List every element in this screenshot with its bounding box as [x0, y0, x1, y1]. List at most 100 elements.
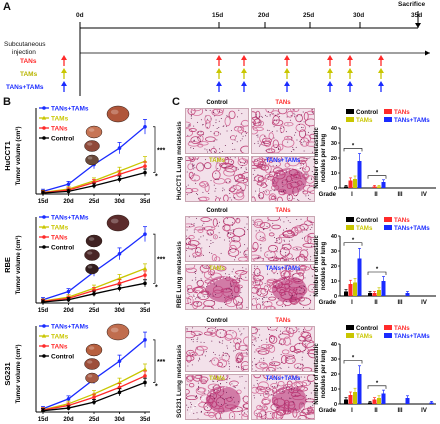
nucleus [305, 172, 307, 174]
nucleus [215, 195, 217, 197]
nucleus [292, 401, 294, 403]
nucleus [201, 354, 203, 356]
alveolus [252, 280, 264, 287]
nucleus [272, 395, 274, 397]
nucleus [244, 170, 246, 172]
nucleus [290, 343, 292, 345]
c-legend-label-2-0: Control [356, 325, 378, 332]
group-label-tans: TANs [20, 58, 37, 65]
tumor-highlight-0-1 [88, 128, 95, 132]
nucleus [223, 239, 225, 241]
nucleus [219, 336, 221, 338]
nucleus [223, 189, 225, 191]
nucleus [239, 251, 241, 253]
nucleus [303, 330, 305, 332]
b-legend-marker-2-0 [42, 324, 46, 328]
nucleus [191, 404, 193, 406]
nucleus [245, 276, 247, 278]
nucleus [300, 403, 302, 405]
nucleus [288, 240, 290, 242]
histology-texture [186, 157, 248, 201]
b-point-1-3-0 [41, 300, 45, 304]
alveolus [230, 184, 243, 195]
b-cell-label-2: SG231 [3, 362, 12, 385]
c-grade-0-1: II [374, 192, 378, 198]
alveolus [261, 157, 272, 160]
nucleus [270, 251, 272, 253]
nucleus [229, 197, 231, 199]
b-legend-label-0-1: TAMs [51, 115, 69, 122]
nucleus [240, 150, 242, 152]
nucleus [312, 224, 314, 226]
alveolus [268, 232, 275, 237]
nucleus [190, 117, 192, 119]
alveolus [197, 228, 204, 233]
nucleus [227, 115, 229, 117]
c-sig-2-0: * [352, 356, 355, 362]
injection-arrowhead-1-2 [284, 68, 290, 73]
nucleus [279, 116, 281, 118]
nucleus [287, 259, 289, 261]
b-legend-label-0-0: TANs+TAMs [51, 105, 89, 112]
metastatic-nodule [205, 386, 241, 413]
nucleus [266, 254, 268, 256]
nucleus [268, 129, 270, 131]
alveolus [189, 352, 198, 357]
nucleus [276, 165, 278, 167]
nucleus [193, 271, 195, 273]
nucleus [232, 332, 234, 334]
nucleus [212, 112, 214, 114]
nucleus [238, 328, 240, 330]
alveolus [252, 196, 256, 201]
nucleus [304, 339, 306, 341]
nucleus [259, 235, 261, 237]
nucleus [206, 239, 208, 241]
nucleus [234, 197, 236, 199]
c-ytick-label-0-40: 40 [331, 126, 337, 132]
alveolus [188, 382, 195, 388]
nucleus [213, 132, 215, 134]
alveolus [196, 130, 205, 136]
nucleus [263, 143, 265, 145]
nucleus [300, 218, 302, 220]
nucleus [254, 176, 256, 178]
nucleus [281, 390, 283, 392]
nucleus [267, 392, 269, 394]
alveolus [266, 367, 276, 374]
nucleus [299, 163, 301, 165]
alveolus [237, 173, 244, 179]
nucleus [299, 368, 301, 370]
nucleus [301, 296, 303, 298]
alveolus [286, 193, 293, 201]
nucleus [217, 384, 219, 386]
nucleus [234, 188, 236, 190]
nucleus [304, 130, 306, 132]
b-legend-marker-1-3 [42, 245, 46, 249]
nucleus [236, 277, 238, 279]
alveolus [224, 178, 232, 184]
nucleus [283, 191, 285, 193]
nucleus [272, 377, 274, 379]
alveolus [189, 157, 196, 162]
c-bar-1-0-1 [348, 284, 353, 296]
alveolus [191, 106, 202, 112]
b-point-1-2-3 [117, 281, 122, 286]
c-ytick-label-2-10: 10 [331, 387, 337, 393]
nucleus [275, 255, 277, 257]
alveolus [215, 265, 227, 272]
nucleus [304, 347, 306, 349]
nucleus [260, 250, 262, 252]
nucleus [282, 244, 284, 246]
c-sig-bracket-1-0 [343, 242, 363, 246]
alveolus [264, 164, 272, 174]
nucleus [255, 281, 257, 283]
b-ylabel-2: Tumor volume (cm³) [15, 344, 22, 403]
nucleus [239, 414, 241, 416]
nucleus [189, 255, 191, 257]
alveolus [228, 411, 236, 419]
b-point-2-3-0 [41, 408, 45, 413]
b-point-1-1-4 [142, 266, 148, 271]
nucleus [223, 125, 225, 127]
nucleus [266, 296, 268, 298]
nucleus [275, 379, 277, 381]
